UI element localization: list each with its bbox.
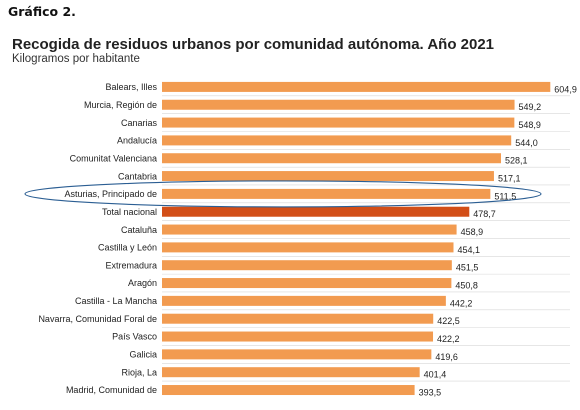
value-label-rioja-la: 401,4 (424, 370, 447, 380)
bar-pais-vasco (162, 331, 434, 342)
category-label-galicia: Galicia (129, 350, 157, 360)
category-label-balears-illes: Balears, Illes (105, 82, 157, 92)
value-label-madrid-comunidad-de: 393,5 (419, 388, 442, 398)
value-label-pais-vasco: 422,2 (437, 334, 460, 344)
value-label-castilla-y-leon: 454,1 (458, 245, 481, 255)
value-label-canarias: 548,9 (518, 120, 541, 130)
value-label-cantabria: 517,1 (498, 174, 521, 184)
category-label-canarias: Canarias (121, 118, 158, 128)
bar-extremadura (162, 260, 452, 271)
bar-canarias (162, 117, 515, 128)
value-label-castilla-la-mancha: 442,2 (450, 298, 473, 308)
bar-castilla-y-leon (162, 242, 454, 253)
bar-aragon (162, 278, 452, 289)
bar-total-nacional (162, 206, 470, 217)
category-label-cataluna: Cataluña (121, 225, 157, 235)
bar-galicia (162, 349, 432, 360)
category-label-navarra-comunidad-foral-de: Navarra, Comunidad Foral de (38, 314, 157, 324)
value-label-murcia-region-de: 549,2 (519, 102, 542, 112)
value-label-extremadura: 451,5 (456, 263, 479, 273)
bar-balears-illes (162, 81, 551, 92)
highlight-ellipse (24, 180, 542, 208)
category-label-rioja-la: Rioja, La (121, 367, 157, 377)
category-label-comunitat-valenciana: Comunitat Valenciana (70, 153, 157, 163)
value-label-asturias-principado-de: 511,5 (494, 191, 516, 201)
category-label-murcia-region-de: Murcia, Región de (84, 100, 157, 110)
category-label-madrid-comunidad-de: Madrid, Comunidad de (66, 385, 157, 395)
category-label-asturias-principado-de: Asturias, Principado de (64, 189, 157, 199)
bar-murcia-region-de (162, 99, 515, 110)
value-label-comunitat-valenciana: 528,1 (505, 156, 528, 166)
value-label-balears-illes: 604,9 (554, 84, 577, 94)
chart-title: Recogida de residuos urbanos por comunid… (12, 36, 495, 53)
category-label-cantabria: Cantabria (118, 171, 157, 181)
bar-rioja-la (162, 367, 420, 378)
bar-navarra-comunidad-foral-de (162, 313, 434, 324)
category-label-andalucia: Andalucía (117, 136, 157, 146)
chart-subtitle: Kilogramos por habitante (12, 53, 140, 65)
bar-comunitat-valenciana (162, 153, 502, 164)
bar-andalucia (162, 135, 512, 146)
value-label-total-nacional: 478,7 (473, 209, 496, 219)
value-label-cataluna: 458,9 (461, 227, 484, 237)
value-label-andalucia: 544,0 (515, 138, 538, 148)
category-label-total-nacional: Total nacional (102, 207, 157, 217)
bar-asturias-principado-de (162, 188, 491, 199)
value-label-galicia: 419,6 (435, 352, 458, 362)
bar-cantabria (162, 171, 494, 182)
figure-label: Gráfico 2. (8, 4, 76, 19)
bar-cataluna (162, 224, 457, 235)
value-label-navarra-comunidad-foral-de: 422,5 (437, 316, 460, 326)
category-label-castilla-la-mancha: Castilla - La Mancha (75, 296, 157, 306)
bar-castilla-la-mancha (162, 295, 446, 306)
bar-madrid-comunidad-de (162, 385, 415, 396)
category-label-extremadura: Extremadura (105, 260, 157, 270)
category-label-pais-vasco: País Vasco (112, 332, 157, 342)
value-label-aragon: 450,8 (455, 281, 478, 291)
category-label-castilla-y-leon: Castilla y León (98, 243, 157, 253)
category-label-aragon: Aragón (128, 278, 157, 288)
